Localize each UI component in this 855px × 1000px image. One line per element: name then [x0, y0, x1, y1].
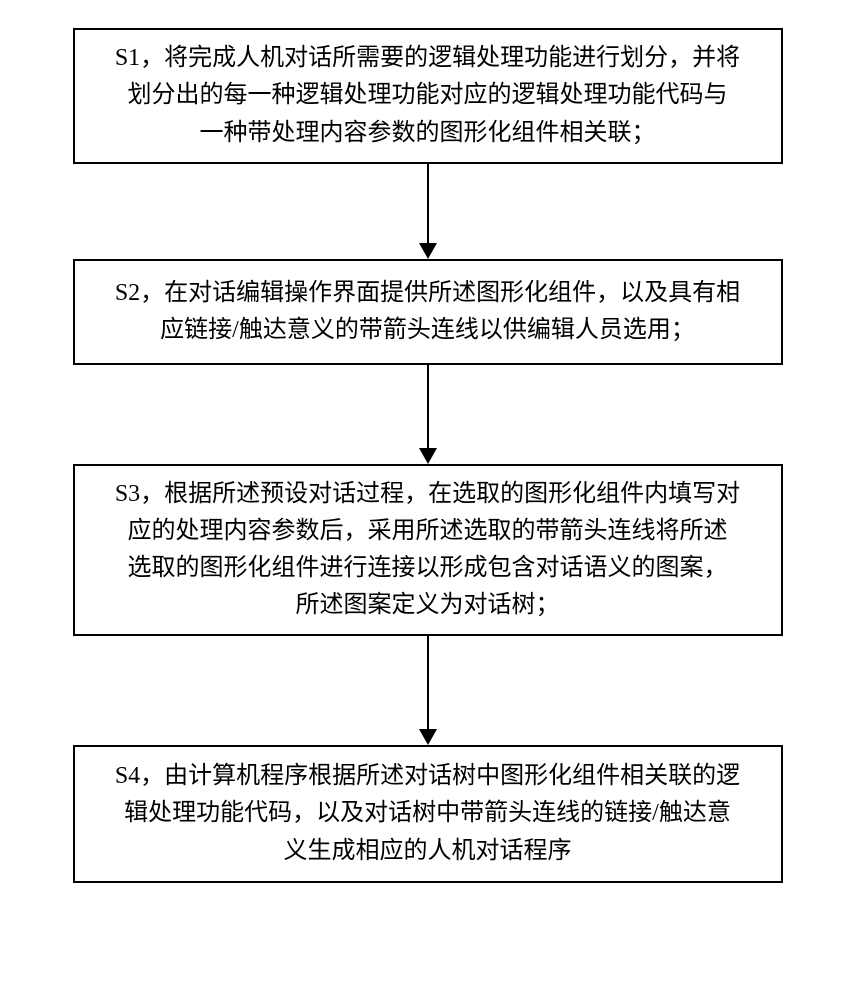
flow-node-s3: S3，根据所述预设对话过程，在选取的图形化组件内填写对 应的处理内容参数后，采用… [73, 464, 783, 636]
arrow-line [427, 636, 429, 730]
node-text-line: 应的处理内容参数后，采用所述选取的带箭头连线将所述 [128, 513, 728, 550]
node-text-line: 所述图案定义为对话树； [296, 587, 560, 624]
arrow-head-icon [419, 243, 437, 259]
arrow-line [427, 365, 429, 449]
node-text-line: S4，由计算机程序根据所述对话树中图形化组件相关联的逻 [115, 758, 740, 795]
node-text-line: 辑处理功能代码，以及对话树中带箭头连线的链接/触达意 [124, 795, 731, 832]
node-text-line: 选取的图形化组件进行连接以形成包含对话语义的图案， [128, 550, 728, 587]
node-text-line: S3，根据所述预设对话过程，在选取的图形化组件内填写对 [115, 476, 740, 513]
flowchart-container: S1，将完成人机对话所需要的逻辑处理功能进行划分，并将 划分出的每一种逻辑处理功… [0, 0, 855, 883]
flow-arrow [419, 636, 437, 745]
arrow-head-icon [419, 448, 437, 464]
node-text-line: 义生成相应的人机对话程序 [284, 833, 572, 870]
flow-node-s2: S2，在对话编辑操作界面提供所述图形化组件，以及具有相 应链接/触达意义的带箭头… [73, 259, 783, 365]
node-text-line: 应链接/触达意义的带箭头连线以供编辑人员选用； [160, 312, 695, 349]
node-text-line: 一种带处理内容参数的图形化组件相关联； [200, 115, 656, 152]
arrow-line [427, 164, 429, 244]
node-text-line: S2，在对话编辑操作界面提供所述图形化组件，以及具有相 [115, 275, 740, 312]
arrow-head-icon [419, 729, 437, 745]
flow-node-s4: S4，由计算机程序根据所述对话树中图形化组件相关联的逻 辑处理功能代码，以及对话… [73, 745, 783, 883]
flow-arrow [419, 164, 437, 259]
node-text-line: S1，将完成人机对话所需要的逻辑处理功能进行划分，并将 [115, 40, 740, 77]
node-text-line: 划分出的每一种逻辑处理功能对应的逻辑处理功能代码与 [128, 77, 728, 114]
flow-arrow [419, 365, 437, 464]
flow-node-s1: S1，将完成人机对话所需要的逻辑处理功能进行划分，并将 划分出的每一种逻辑处理功… [73, 28, 783, 164]
